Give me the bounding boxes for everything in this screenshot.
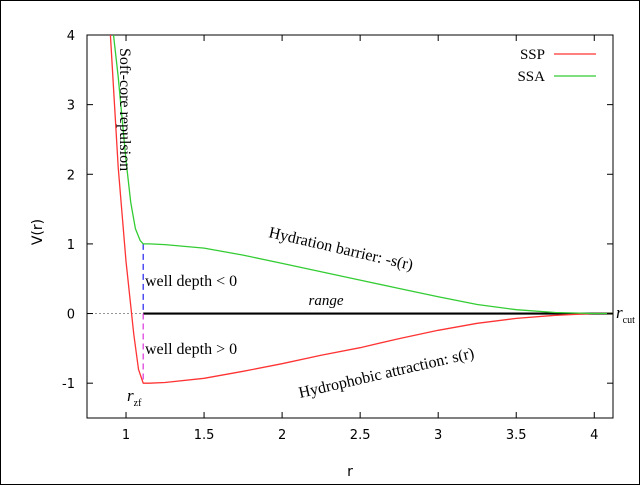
hydration-barrier-label: Hydration barrier: -s(r) <box>267 224 415 274</box>
y-axis-ticks: -1 0 1 2 3 4 <box>62 29 613 392</box>
r-zf-subscript: zf <box>134 398 142 409</box>
plot-area <box>86 34 614 419</box>
series-line-ssa <box>112 34 613 315</box>
y-tick-label: 4 <box>67 29 75 44</box>
r-cut-subscript: cut <box>623 315 635 326</box>
x-tick-label: 1 <box>122 428 130 443</box>
r-zf-symbol: r <box>127 386 134 405</box>
x-tick-label: 3.5 <box>506 428 527 443</box>
well-depth-pos-label: well depth > 0 <box>145 341 237 358</box>
y-tick-label: -1 <box>62 377 75 392</box>
range-label: range <box>309 293 344 309</box>
x-axis-ticks: 1 1.5 2 2.5 3 3.5 4 <box>122 35 598 443</box>
r-cut-symbol: r <box>616 303 623 322</box>
x-tick-label: 2 <box>278 428 286 443</box>
x-tick-label: 2.5 <box>350 428 371 443</box>
y-tick-label: 2 <box>67 168 75 183</box>
y-tick-label: 3 <box>67 99 75 114</box>
legend-label-ssa: SSA <box>517 69 545 85</box>
y-tick-label: 0 <box>67 308 75 323</box>
series-line-ssp <box>109 34 613 384</box>
soft-core-repulsion-label: Soft-core repulsion <box>116 48 133 171</box>
legend-label-ssp: SSP <box>520 47 545 63</box>
hydrophobic-attraction-label: Hydrophobic attraction: s(r) <box>297 345 476 402</box>
series-layer <box>109 34 613 384</box>
r-cut-label: rcut <box>616 303 635 326</box>
y-tick-label: 1 <box>67 238 75 253</box>
y-axis-label: V(r) <box>30 219 46 245</box>
well-depth-neg-label: well depth < 0 <box>145 273 237 290</box>
x-axis-label: r <box>347 464 353 480</box>
x-tick-label: 1.5 <box>194 428 215 443</box>
r-zf-label: rzf <box>127 386 142 409</box>
legend: SSP SSA <box>517 47 596 85</box>
x-tick-label: 4 <box>590 428 598 443</box>
x-tick-label: 3 <box>434 428 442 443</box>
